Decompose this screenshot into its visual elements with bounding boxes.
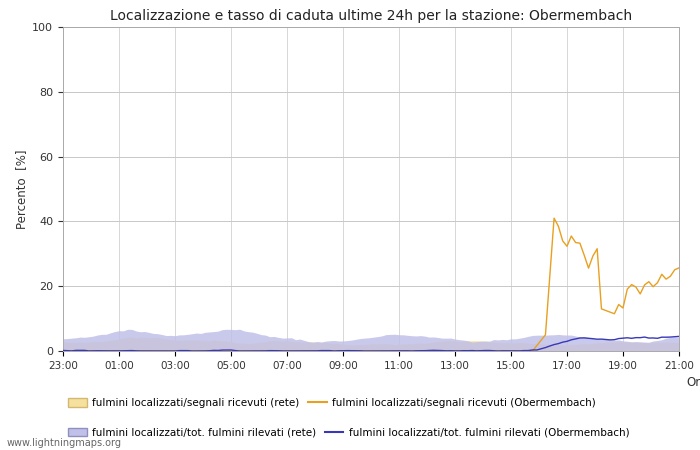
Y-axis label: Percento  [%]: Percento [%] (15, 149, 28, 229)
Text: Orario: Orario (686, 376, 700, 389)
Legend: fulmini localizzati/tot. fulmini rilevati (rete), fulmini localizzati/tot. fulmi: fulmini localizzati/tot. fulmini rilevat… (68, 428, 629, 437)
Text: www.lightningmaps.org: www.lightningmaps.org (7, 438, 122, 448)
Title: Localizzazione e tasso di caduta ultime 24h per la stazione: Obermembach: Localizzazione e tasso di caduta ultime … (110, 9, 632, 23)
